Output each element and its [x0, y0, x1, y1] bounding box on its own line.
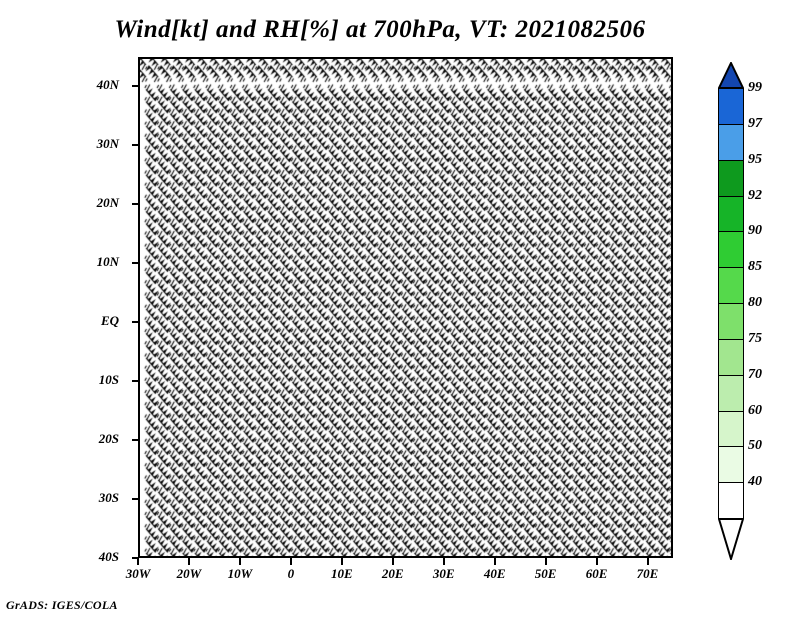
- y-axis-tick: [132, 262, 139, 265]
- x-axis-tick: [187, 558, 190, 565]
- y-axis-label: 20N: [96, 195, 119, 211]
- colorbar-segment: [718, 446, 744, 484]
- x-axis-tick: [391, 558, 394, 565]
- colorbar-over-cap: [717, 60, 745, 89]
- colorbar-tick-label: 97: [748, 115, 762, 131]
- x-axis-tick: [646, 558, 649, 565]
- colorbar-tick-label: 85: [748, 259, 762, 275]
- colorbar-tick-label: 60: [748, 402, 762, 418]
- x-axis-label: 60E: [585, 566, 608, 581]
- colorbar-tick-label: 99: [748, 80, 762, 95]
- colorbar-tick-label: 75: [748, 330, 762, 346]
- y-axis-label: 40N: [96, 77, 119, 93]
- x-axis-tick: [493, 558, 496, 565]
- attribution-footer: GrADS: IGES/COLA: [6, 598, 118, 612]
- colorbar-segment: [718, 123, 744, 162]
- colorbar-segment: [718, 374, 744, 412]
- x-axis-label: 20E: [381, 566, 404, 581]
- colorbar-tick-label: 95: [748, 151, 762, 167]
- y-axis-label: 30N: [96, 136, 119, 152]
- x-axis-tick: [238, 558, 241, 565]
- wind-barb-canvas: [140, 59, 671, 556]
- colorbar-segment: [718, 88, 744, 126]
- colorbar-tick-label: 70: [748, 366, 762, 382]
- colorbar-tick-label: 90: [748, 223, 762, 239]
- colorbar-segment: [718, 410, 744, 448]
- y-axis-label: EQ: [100, 313, 119, 329]
- y-axis-label: 40S: [98, 549, 119, 564]
- colorbar-tick-label: 40: [748, 474, 762, 490]
- page-title: Wind[kt] and RH[%] at 700hPa, VT: 202108…: [114, 16, 646, 43]
- colorbar-tick-label: 92: [748, 187, 762, 203]
- rh-shading-and-wind-barbs: [140, 59, 671, 556]
- colorbar-tick-label: 50: [748, 438, 762, 454]
- colorbar-segment: [718, 159, 744, 197]
- x-axis-label: 10W: [227, 566, 253, 581]
- x-axis-label: 50E: [534, 566, 557, 581]
- y-axis-tick: [132, 144, 139, 147]
- colorbar-tick-label: 80: [748, 295, 762, 310]
- map-plot-area: [138, 57, 673, 558]
- x-axis-label: 0: [287, 566, 295, 581]
- colorbar-segment: [718, 338, 744, 377]
- colorbar: 99 97 95 92 90 85 80 75 70 60 50 40: [717, 60, 762, 563]
- x-axis-label: 10E: [330, 566, 353, 581]
- y-axis-tick: [132, 85, 139, 88]
- y-axis-label: 20S: [98, 431, 119, 447]
- y-axis-tick: [132, 203, 139, 206]
- y-axis-tick: [132, 498, 139, 501]
- y-axis-tick: [132, 321, 139, 324]
- y-axis-label: 10N: [96, 254, 119, 270]
- colorbar-under-cap: [717, 518, 745, 563]
- x-axis-label: 70E: [636, 566, 659, 581]
- x-axis-tick: [442, 558, 445, 565]
- x-axis-label: 20W: [176, 566, 202, 581]
- colorbar-segment: [718, 231, 744, 269]
- x-axis-tick: [289, 558, 292, 565]
- y-axis-tick: [132, 557, 139, 559]
- colorbar-segment: [718, 267, 744, 305]
- x-axis-label: 30W: [125, 566, 151, 581]
- colorbar-segment: [718, 303, 744, 341]
- colorbar-segment: [718, 482, 744, 520]
- colorbar-segment: [718, 195, 744, 233]
- y-axis-label: 30S: [98, 490, 119, 506]
- y-axis-tick: [132, 380, 139, 383]
- x-axis-tick: [595, 558, 598, 565]
- y-axis-label: 10S: [98, 372, 119, 388]
- x-axis-tick: [544, 558, 547, 565]
- x-axis-label: 30E: [432, 566, 455, 581]
- x-axis-tick: [137, 558, 139, 565]
- x-axis-tick: [340, 558, 343, 565]
- x-axis-label: 40E: [483, 566, 506, 581]
- y-axis-tick: [132, 439, 139, 442]
